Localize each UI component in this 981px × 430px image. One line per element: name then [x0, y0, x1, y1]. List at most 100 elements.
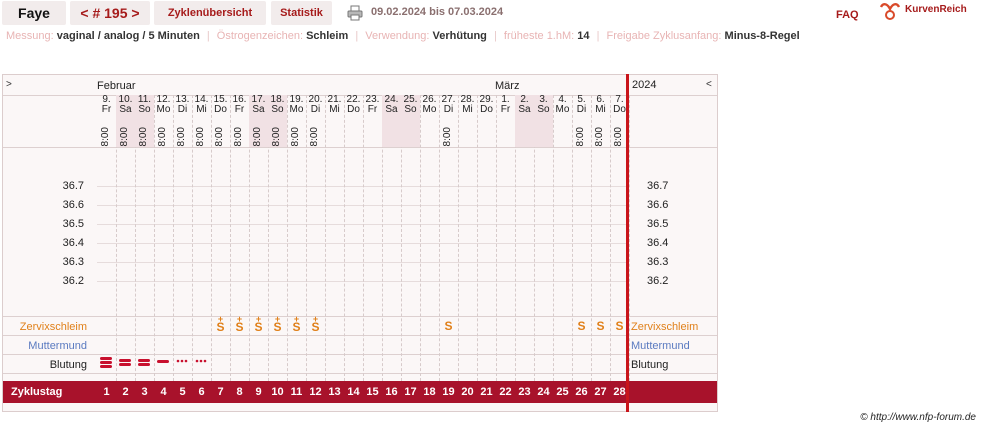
day-header[interactable]: 3. So: [534, 95, 553, 147]
cycle-day-number: 14: [347, 386, 360, 398]
weekday: So: [537, 104, 550, 115]
grid-line: [3, 354, 717, 355]
cycle-day-number: 5: [179, 386, 186, 398]
zervix-mark[interactable]: + S: [287, 315, 306, 334]
bleeding-mark[interactable]: [135, 356, 154, 368]
day-grid-line: [135, 95, 136, 381]
day-header[interactable]: 22. Do: [344, 95, 363, 147]
temperature-label: 36.4: [62, 237, 84, 249]
day-header[interactable]: 23. Fr: [363, 95, 382, 147]
day-header[interactable]: 7. Do 8:00: [610, 95, 629, 147]
day-grid-line: [268, 95, 269, 381]
day-grid-line: [439, 95, 440, 381]
statistics-button[interactable]: Statistik: [271, 1, 332, 25]
day-header[interactable]: 4. Mo: [553, 95, 572, 147]
day-header[interactable]: 12. Mo 8:00: [154, 95, 173, 147]
day-header[interactable]: 13. Di 8:00: [173, 95, 192, 147]
day-number: 7.: [615, 94, 624, 105]
day-grid-line: [230, 95, 231, 381]
day-header[interactable]: 25. So: [401, 95, 420, 147]
weekday: So: [138, 104, 151, 115]
zervix-mark[interactable]: S: [577, 319, 586, 333]
measure-time: 8:00: [290, 127, 301, 147]
plus-sign: +: [312, 314, 319, 324]
day-number: 18.: [270, 94, 285, 105]
weekday: Mi: [595, 104, 606, 115]
next-cycle-button[interactable]: >: [131, 5, 140, 21]
grid-line: [3, 335, 717, 336]
weekday: Fr: [234, 104, 245, 115]
faq-link[interactable]: FAQ: [836, 9, 859, 21]
zervix-mark[interactable]: + S: [211, 315, 230, 334]
day-number: 17.: [251, 94, 266, 105]
bleeding-mark[interactable]: [173, 356, 192, 368]
weekday: So: [404, 104, 417, 115]
zervix-mark[interactable]: + S: [268, 315, 287, 334]
zervix-mark[interactable]: + S: [249, 315, 268, 334]
scroll-right-button[interactable]: <: [706, 79, 712, 90]
scroll-left-button[interactable]: >: [6, 79, 12, 90]
day-number: 15.: [213, 94, 228, 105]
bleeding-mark[interactable]: [154, 356, 173, 368]
day-header[interactable]: 1. Fr: [496, 95, 515, 147]
measure-time: 8:00: [233, 127, 244, 147]
weekday: Mi: [196, 104, 207, 115]
day-header[interactable]: 14. Mi 8:00: [192, 95, 211, 147]
day-grid-line: [572, 95, 573, 381]
day-header[interactable]: 5. Di 8:00: [572, 95, 591, 147]
day-header[interactable]: 11. So 8:00: [135, 95, 154, 147]
day-header[interactable]: 16. Fr 8:00: [230, 95, 249, 147]
temperature-label: 36.7: [62, 180, 84, 192]
day-grid-line: [382, 95, 383, 381]
logo-text[interactable]: KurvenReich: [905, 4, 967, 15]
day-header[interactable]: 29. Do: [477, 95, 496, 147]
day-header[interactable]: 15. Do 8:00: [211, 95, 230, 147]
day-grid-line: [344, 95, 345, 381]
zervix-label-right: Zervixschleim: [631, 321, 699, 333]
cycle-day-number: 24: [537, 386, 550, 398]
temperature-label-right: 36.4: [647, 237, 669, 249]
zervix-mark[interactable]: + S: [306, 314, 325, 334]
day-grid-line: [401, 95, 402, 381]
day-header[interactable]: 2. Sa: [515, 95, 534, 147]
day-grid-line: [154, 95, 155, 381]
bleeding-mark[interactable]: [97, 356, 116, 368]
day-grid-line: [515, 95, 516, 381]
cycle-navigator: < # 195 >: [70, 1, 150, 25]
day-grid-line: [173, 95, 174, 381]
measure-time: 8:00: [157, 127, 168, 147]
setting-label: Verwendung:: [365, 30, 430, 42]
day-header[interactable]: 19. Mo 8:00: [287, 95, 306, 147]
day-header[interactable]: 27. Di 8:00: [439, 95, 458, 147]
day-header[interactable]: 21. Mi: [325, 95, 344, 147]
zervix-mark[interactable]: S: [615, 319, 624, 333]
day-header[interactable]: 6. Mi 8:00: [591, 95, 610, 147]
day-header[interactable]: 10. Sa 8:00: [116, 95, 135, 147]
day-grid-line: [306, 95, 307, 381]
grid-line: [3, 373, 717, 374]
zervix-mark[interactable]: S: [444, 319, 453, 333]
grid-line: [3, 147, 717, 148]
day-header[interactable]: 24. Sa: [382, 95, 401, 147]
day-header[interactable]: 20. Di 8:00: [306, 95, 325, 147]
zervix-mark[interactable]: S: [596, 319, 605, 333]
bleeding-mark[interactable]: [192, 356, 211, 368]
cycle-overview-button[interactable]: Zyklenübersicht: [154, 1, 266, 25]
day-header[interactable]: 9. Fr 8:00: [97, 95, 116, 147]
prev-cycle-button[interactable]: <: [80, 5, 89, 21]
cycle-day-number: 21: [480, 386, 493, 398]
logo-icon[interactable]: [879, 1, 901, 21]
day-number: 26.: [422, 94, 437, 105]
cycle-day-number: 25: [556, 386, 569, 398]
muttermund-label: Muttermund: [28, 340, 87, 352]
day-header[interactable]: 28. Mi: [458, 95, 477, 147]
weekday: Do: [480, 104, 493, 115]
day-number: 24.: [384, 94, 399, 105]
day-header[interactable]: 18. So 8:00: [268, 95, 287, 147]
cycle-day-number: 6: [198, 386, 205, 398]
day-header[interactable]: 26. Mo: [420, 95, 439, 147]
zervix-mark[interactable]: + S: [230, 315, 249, 334]
printer-icon[interactable]: [347, 5, 363, 21]
bleeding-mark[interactable]: [116, 356, 135, 368]
day-header[interactable]: 17. Sa 8:00: [249, 95, 268, 147]
